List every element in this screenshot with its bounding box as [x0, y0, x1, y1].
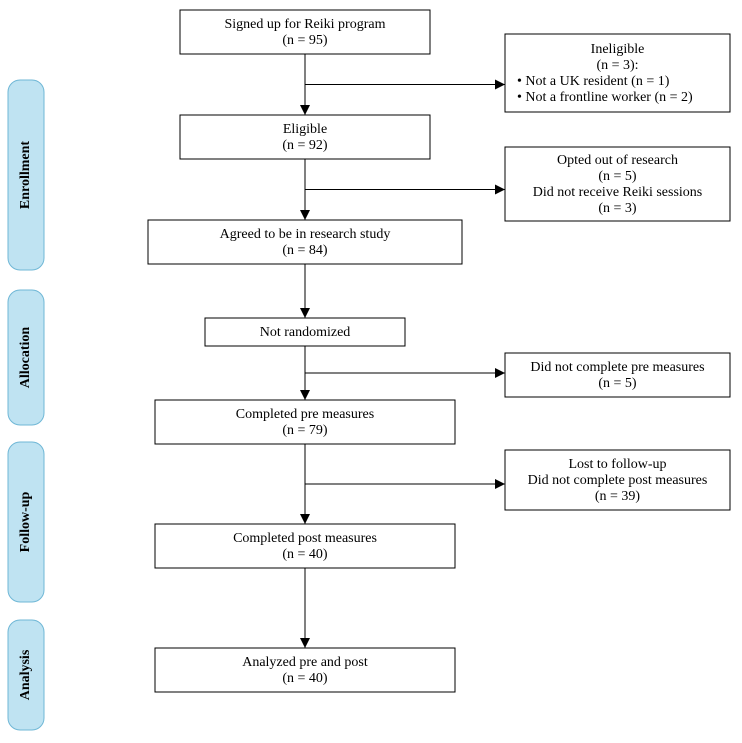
- side-box-ineligible-line2: • Not a UK resident (n = 1): [517, 74, 670, 89]
- flow-box-post: Completed post measures(n = 40): [155, 524, 455, 568]
- flow-box-post-line1: (n = 40): [282, 547, 328, 562]
- flow-box-analyzed-line0: Analyzed pre and post: [242, 655, 368, 670]
- side-box-lost-line2: (n = 39): [595, 489, 641, 504]
- stage-allocation: Allocation: [8, 290, 44, 425]
- flow-box-not_rand-line0: Not randomized: [260, 325, 351, 340]
- stage-label-enrollment: Enrollment: [18, 141, 33, 210]
- side-box-opted_out-line2: Did not receive Reiki sessions: [533, 185, 703, 200]
- flow-box-pre-line1: (n = 79): [282, 423, 328, 438]
- flow-box-pre-line0: Completed pre measures: [236, 407, 374, 422]
- flow-box-eligible-line0: Eligible: [283, 122, 327, 137]
- stage-enrollment: Enrollment: [8, 80, 44, 270]
- side-box-ineligible-line1: (n = 3):: [596, 58, 638, 73]
- side-box-lost: Lost to follow-upDid not complete post m…: [505, 450, 730, 510]
- flow-box-analyzed: Analyzed pre and post(n = 40): [155, 648, 455, 692]
- stage-follow-up: Follow-up: [8, 442, 44, 602]
- flow-box-signed_up: Signed up for Reiki program(n = 95): [180, 10, 430, 54]
- side-box-no_pre: Did not complete pre measures(n = 5): [505, 353, 730, 397]
- side-box-opted_out-line3: (n = 3): [598, 201, 637, 216]
- side-box-opted_out-line0: Opted out of research: [557, 153, 678, 168]
- flow-box-eligible-line1: (n = 92): [282, 138, 328, 153]
- flow-box-agreed-line0: Agreed to be in research study: [220, 227, 391, 242]
- flow-box-agreed-line1: (n = 84): [282, 243, 328, 258]
- stage-analysis: Analysis: [8, 620, 44, 730]
- flow-box-analyzed-line1: (n = 40): [282, 671, 328, 686]
- flow-box-signed_up-line0: Signed up for Reiki program: [225, 17, 386, 32]
- flow-box-pre: Completed pre measures(n = 79): [155, 400, 455, 444]
- flow-box-post-line0: Completed post measures: [233, 531, 377, 546]
- side-box-lost-line0: Lost to follow-up: [569, 457, 667, 472]
- side-box-ineligible: Ineligible(n = 3):• Not a UK resident (n…: [505, 34, 730, 112]
- side-box-lost-line1: Did not complete post measures: [528, 473, 708, 488]
- side-box-ineligible-line3: • Not a frontline worker (n = 2): [517, 90, 693, 105]
- flow-box-agreed: Agreed to be in research study(n = 84): [148, 220, 462, 264]
- stage-label-follow-up: Follow-up: [18, 491, 33, 552]
- flow-box-eligible: Eligible(n = 92): [180, 115, 430, 159]
- flow-box-not_rand: Not randomized: [205, 318, 405, 346]
- stage-label-analysis: Analysis: [18, 649, 33, 700]
- stage-label-allocation: Allocation: [18, 327, 33, 389]
- flow-box-signed_up-line1: (n = 95): [282, 33, 328, 48]
- side-box-opted_out: Opted out of research(n = 5)Did not rece…: [505, 147, 730, 221]
- side-box-opted_out-line1: (n = 5): [598, 169, 637, 184]
- side-box-no_pre-line0: Did not complete pre measures: [530, 360, 704, 375]
- side-box-ineligible-line0: Ineligible: [591, 42, 645, 57]
- side-box-no_pre-line1: (n = 5): [598, 376, 637, 391]
